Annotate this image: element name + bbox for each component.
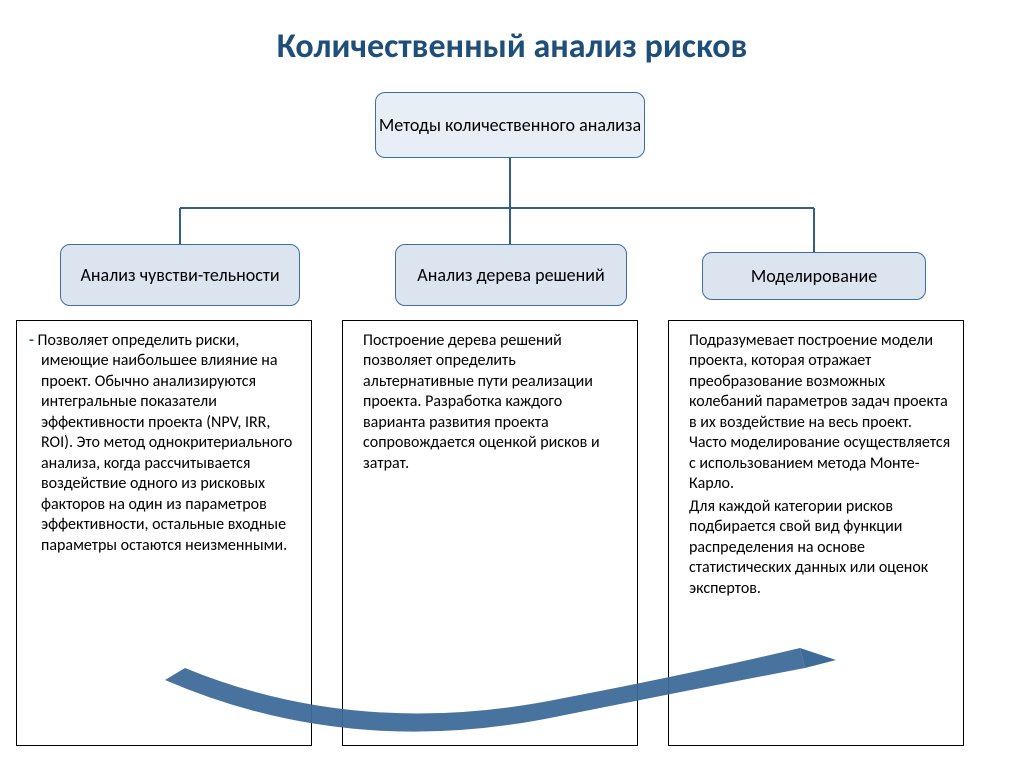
node-decision-tree: Анализ дерева решений [395,244,627,306]
node-root: Методы количественного анализа [375,92,645,158]
node-sensitivity-label: Анализ чувстви-тельности [80,264,279,287]
node-decision-tree-label: Анализ дерева решений [417,264,604,287]
page-title: Количественный анализ рисков [0,26,1024,67]
desc-sensitivity: - Позволяет определить риски, имеющие на… [16,320,312,746]
node-root-label: Методы количественного анализа [379,114,641,137]
node-modeling: Моделирование [702,252,926,300]
desc-decision-tree: Построение дерева решений позволяет опре… [342,320,638,746]
node-sensitivity: Анализ чувстви-тельности [60,244,300,306]
node-modeling-label: Моделирование [751,265,877,288]
desc-modeling: Подразумевает построение модели проекта,… [668,320,964,746]
